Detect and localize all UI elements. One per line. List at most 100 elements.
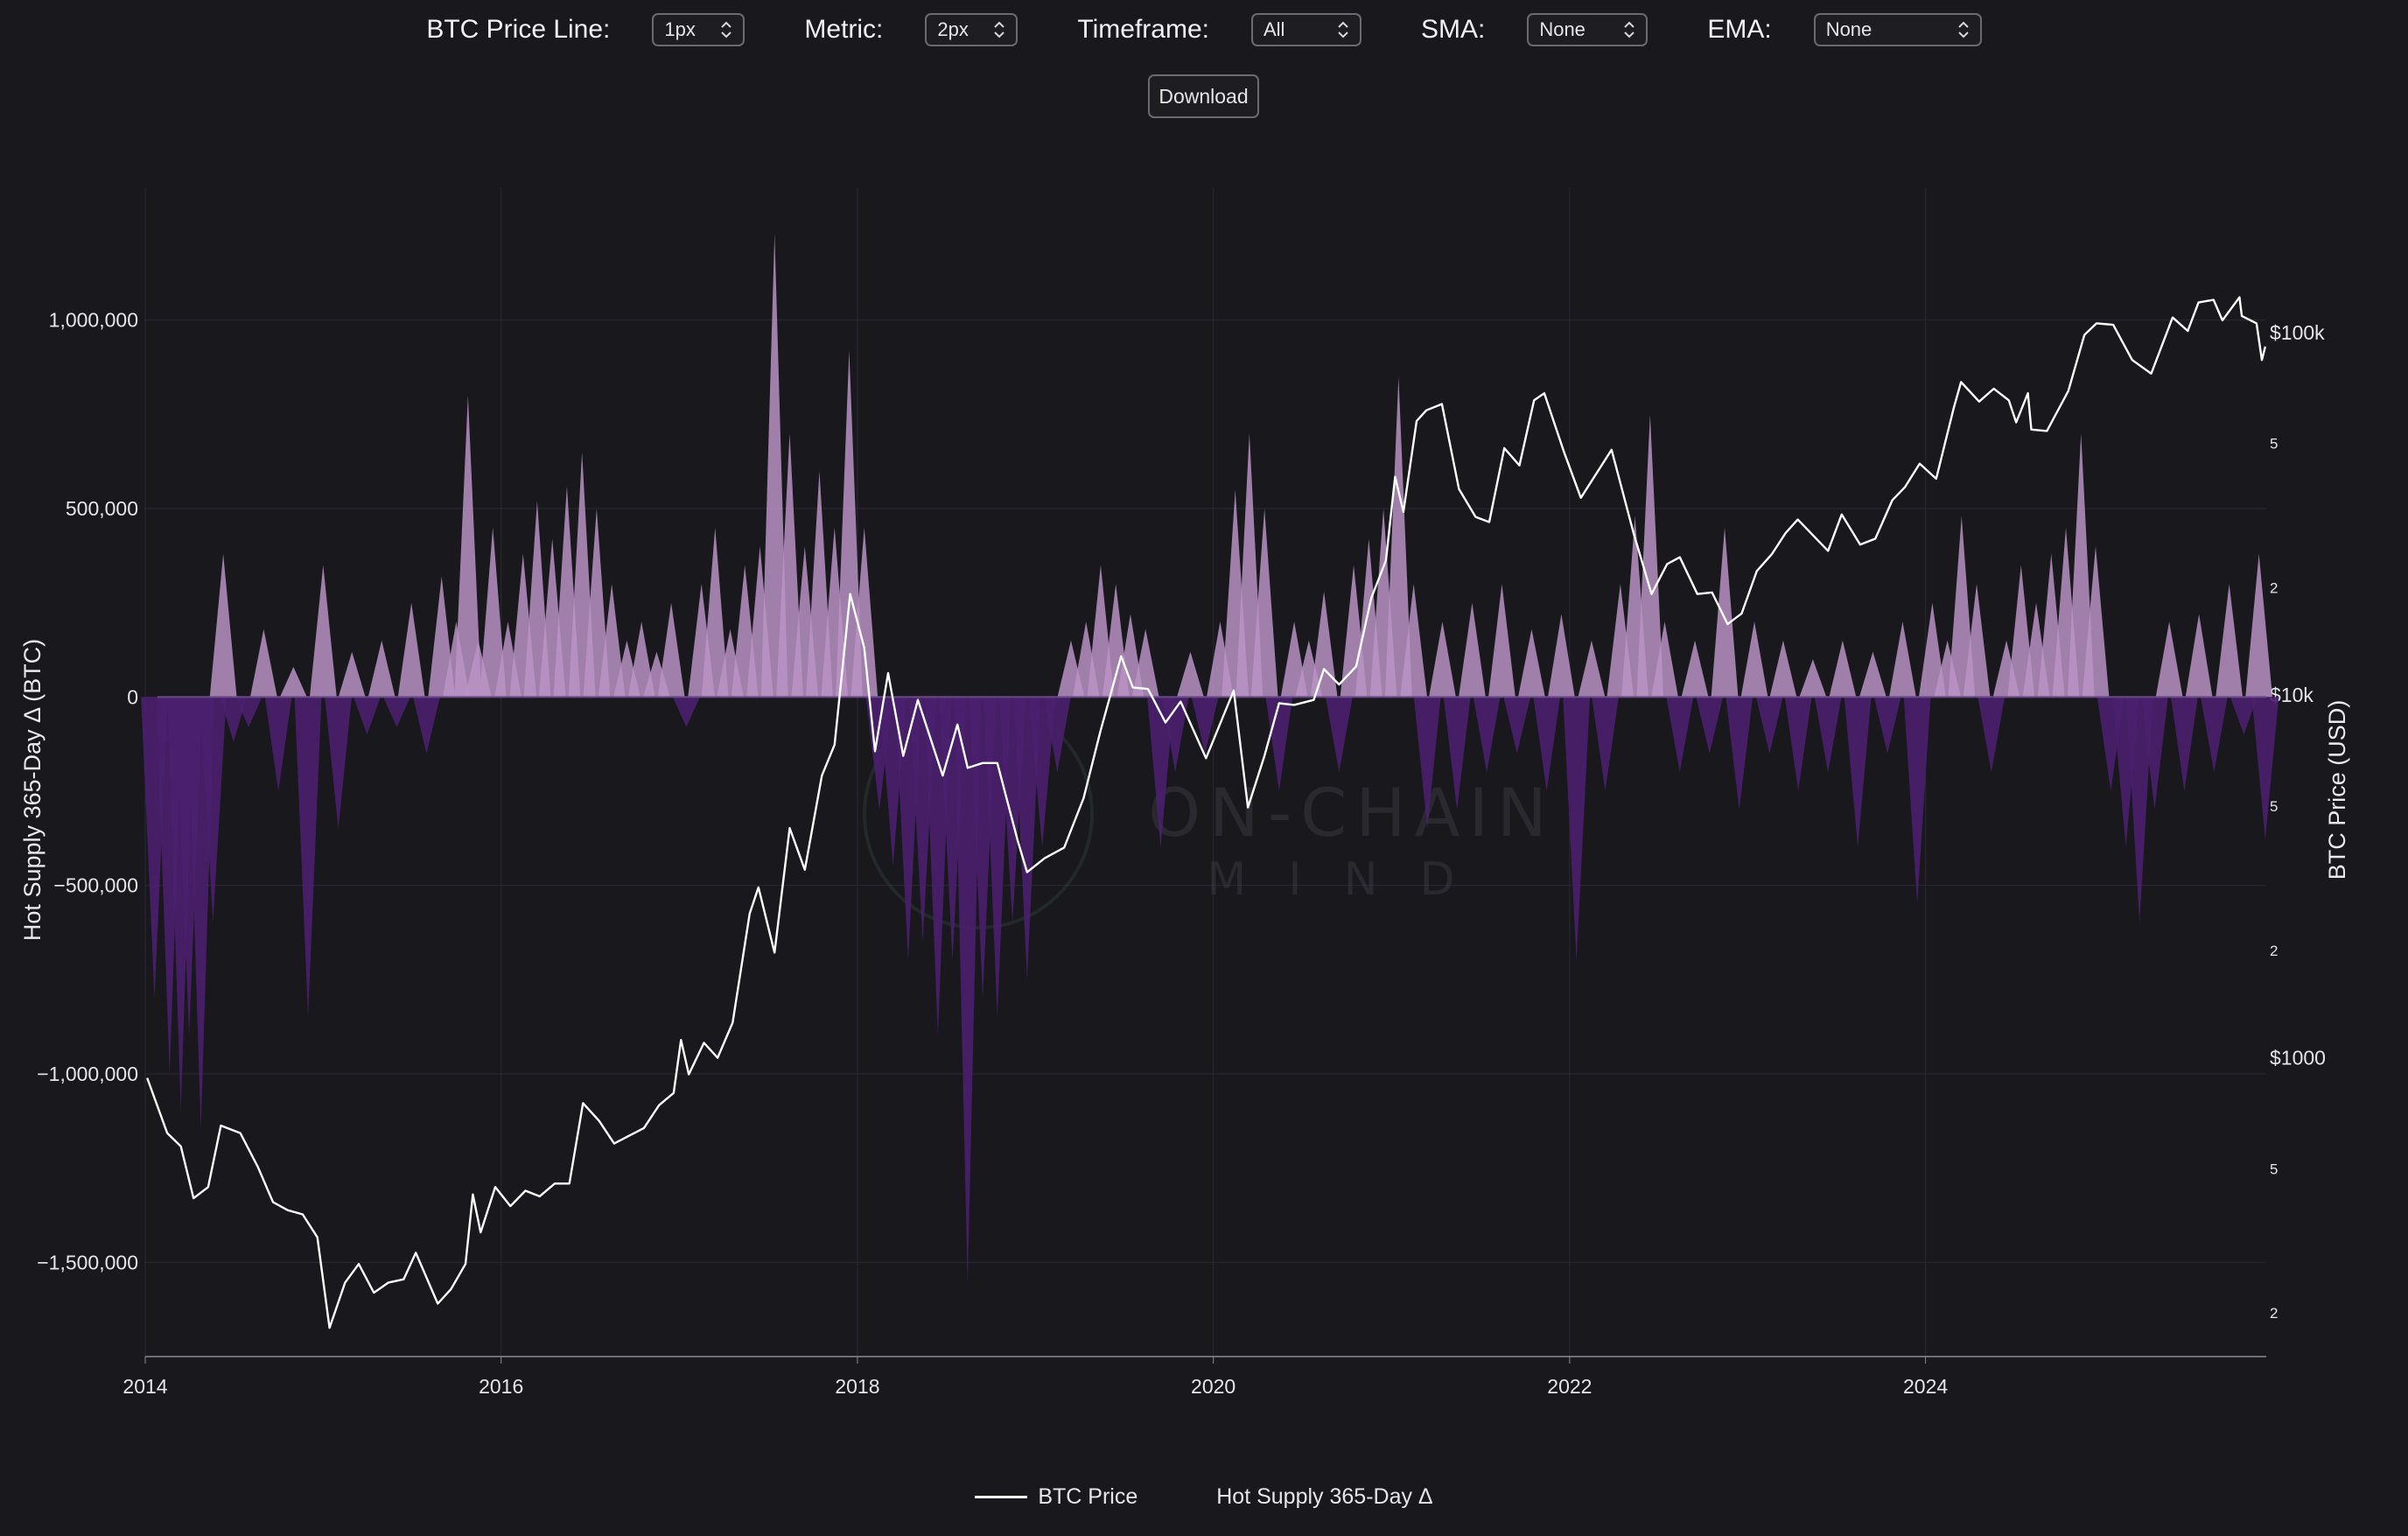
hot-supply-bar[interactable] — [1533, 697, 1561, 792]
hot-supply-bar[interactable] — [1325, 697, 1353, 773]
hot-supply-bar[interactable] — [2200, 697, 2228, 773]
hot-supply-bar[interactable] — [397, 602, 425, 698]
hot-supply-bar[interactable] — [338, 651, 366, 698]
hot-supply-bar[interactable] — [1651, 621, 1678, 698]
hot-supply-bar[interactable] — [1978, 697, 2006, 773]
hot-supply-bar[interactable] — [1473, 697, 1501, 773]
hot-supply-bar[interactable] — [1518, 628, 1545, 698]
ema-select[interactable]: None — [1813, 13, 1982, 46]
hot-supply-bar[interactable] — [249, 628, 277, 698]
hot-supply-bar[interactable] — [954, 697, 982, 1286]
hot-supply-bar[interactable] — [2216, 584, 2244, 698]
hot-supply-bar[interactable] — [368, 640, 396, 698]
y-right-tick-label: 2 — [2270, 580, 2278, 597]
metric-select[interactable]: 2px — [925, 13, 1018, 46]
hot-supply-bar[interactable] — [1250, 508, 1278, 698]
hot-supply-bar[interactable] — [1666, 697, 1694, 773]
hot-supply-bar[interactable] — [1681, 640, 1709, 698]
hot-supply-bar[interactable] — [1592, 697, 1619, 792]
hot-supply-bar[interactable] — [836, 350, 863, 698]
hot-supply-bar[interactable] — [2171, 697, 2198, 792]
hot-supply-bar[interactable] — [1636, 414, 1664, 698]
download-button[interactable]: Download — [1148, 74, 1259, 118]
btc-price-line[interactable] — [146, 296, 2267, 1329]
hot-supply-bar[interactable] — [2251, 697, 2279, 841]
hot-supply-bar[interactable] — [294, 697, 322, 1018]
hot-supply-bar[interactable] — [234, 697, 262, 727]
hot-supply-bar[interactable] — [2082, 546, 2110, 698]
hot-supply-bar[interactable] — [1443, 697, 1471, 810]
hot-supply-bar[interactable] — [1459, 602, 1486, 698]
hot-supply-bar[interactable] — [1400, 584, 1428, 698]
hot-supply-bar[interactable] — [479, 527, 507, 698]
hot-supply-bar[interactable] — [2155, 621, 2183, 698]
hot-supply-bar[interactable] — [1963, 584, 1991, 698]
hot-supply-bar[interactable] — [1726, 697, 1754, 810]
hot-supply-bar[interactable] — [1859, 651, 1886, 698]
hot-supply-bar[interactable] — [1429, 621, 1456, 698]
hot-supply-bar[interactable] — [776, 432, 803, 698]
hot-supply-bar[interactable] — [850, 527, 878, 698]
hot-supply-bar[interactable] — [1814, 697, 1842, 773]
hot-supply-bar[interactable] — [1265, 697, 1293, 792]
hot-supply-bar[interactable] — [309, 565, 337, 698]
hot-supply-bar[interactable] — [1563, 697, 1591, 961]
hot-supply-bar[interactable] — [1844, 697, 1872, 848]
hot-supply-bar[interactable] — [2230, 697, 2258, 735]
hot-supply-bar[interactable] — [264, 697, 292, 792]
hot-supply-bar[interactable] — [209, 553, 237, 698]
hot-supply-bar[interactable] — [279, 666, 307, 698]
timeframe-select[interactable]: All — [1250, 13, 1362, 46]
hot-supply-bar[interactable] — [1131, 628, 1159, 698]
hot-supply-bar[interactable] — [672, 697, 700, 727]
legend-item-hot-supply[interactable]: Hot Supply 365-Day Δ — [1216, 1484, 1432, 1510]
hot-supply-bar[interactable] — [1384, 376, 1412, 698]
hot-supply-bar[interactable] — [1503, 697, 1531, 754]
hot-supply-bar[interactable] — [2185, 614, 2213, 698]
hot-supply-bar[interactable] — [383, 697, 410, 727]
hot-supply-bar[interactable] — [1177, 651, 1204, 698]
hot-supply-bar[interactable] — [760, 233, 788, 698]
hot-supply-bar[interactable] — [1413, 697, 1441, 830]
hot-supply-bar[interactable] — [1161, 697, 1189, 773]
hot-supply-bar[interactable] — [583, 508, 611, 698]
hot-supply-bar[interactable] — [627, 621, 655, 698]
hot-supply-bar[interactable] — [325, 697, 353, 830]
hot-supply-bar[interactable] — [200, 697, 227, 923]
hot-supply-bar[interactable] — [1310, 591, 1338, 698]
hot-supply-bar[interactable] — [1578, 640, 1606, 698]
hot-supply-bar[interactable] — [1147, 697, 1174, 848]
hot-supply-bar[interactable] — [1918, 602, 1946, 698]
sma-select[interactable]: None — [1527, 13, 1648, 46]
hot-supply-bar[interactable] — [454, 395, 482, 698]
hot-supply-bar[interactable] — [657, 602, 685, 698]
legend-item-btc-price[interactable]: BTC Price — [975, 1484, 1138, 1510]
hot-supply-bar[interactable] — [701, 527, 729, 698]
hot-supply-bar[interactable] — [1711, 527, 1739, 698]
hot-supply-bar[interactable] — [1948, 516, 1976, 698]
hot-supply-bar[interactable] — [1888, 621, 1916, 698]
hot-supply-bar[interactable] — [1043, 697, 1071, 773]
hot-supply-bar[interactable] — [598, 584, 626, 698]
hot-supply-bar[interactable] — [1903, 697, 1931, 905]
btc-price-line-select[interactable]: 1px — [652, 13, 746, 46]
hot-supply-bar[interactable] — [413, 697, 440, 754]
hot-supply-bar[interactable] — [1028, 697, 1056, 848]
hot-supply-bar[interactable] — [1784, 697, 1812, 792]
hot-supply-bar[interactable] — [1873, 697, 1901, 754]
hot-supply-bar[interactable] — [1548, 614, 1575, 698]
hot-supply-bar[interactable] — [2245, 553, 2273, 698]
hot-supply-bar[interactable] — [2125, 697, 2153, 923]
hot-supply-bar[interactable] — [2067, 432, 2095, 698]
hot-supply-bar[interactable] — [1799, 659, 1827, 698]
hot-supply-bar[interactable] — [1013, 697, 1041, 980]
hot-supply-bar[interactable] — [1755, 697, 1783, 754]
hot-supply-bar[interactable] — [1769, 640, 1797, 698]
hot-supply-bar[interactable] — [1740, 621, 1768, 698]
hot-supply-bar[interactable] — [1191, 697, 1219, 754]
hot-supply-bar[interactable] — [354, 697, 381, 735]
hot-supply-bar[interactable] — [1488, 584, 1516, 698]
hot-supply-bar[interactable] — [1829, 640, 1857, 698]
hot-supply-bar[interactable] — [1696, 697, 1724, 754]
hot-supply-bar[interactable] — [2141, 697, 2168, 810]
